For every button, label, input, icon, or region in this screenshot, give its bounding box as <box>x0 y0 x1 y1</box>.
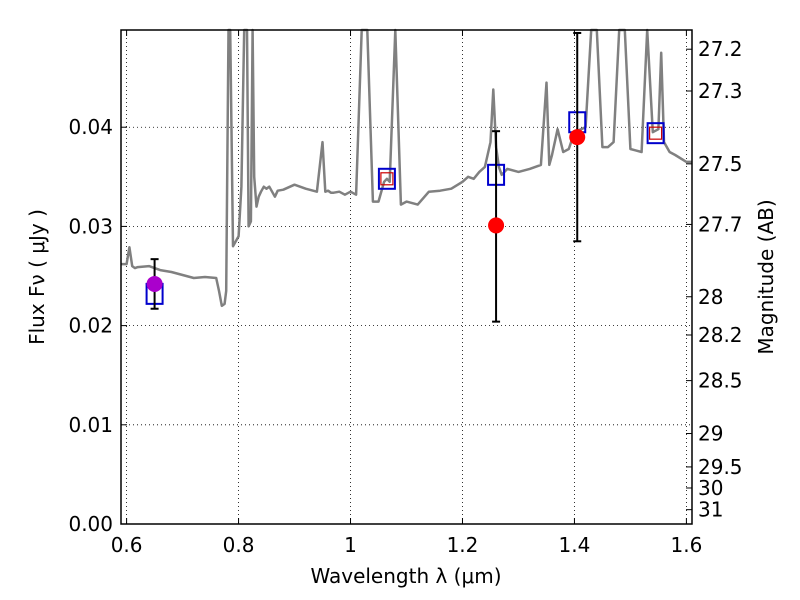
mag-tick-label: 27.2 <box>698 37 743 61</box>
observed-square-marker <box>649 126 663 140</box>
mag-tick-label: 28.2 <box>698 323 743 347</box>
observed-point <box>146 275 163 292</box>
model-square-marker <box>377 167 396 190</box>
x-axis-label: Wavelength λ (μm) <box>310 564 501 588</box>
y-axis-label: Flux Fν ( μJy ) <box>25 209 49 345</box>
x-tick-label: 1 <box>344 533 357 557</box>
x-tick-label: 1.4 <box>559 533 591 557</box>
x-axis: 0.6 0.8 1 1.2 1.4 1.6 <box>111 30 702 557</box>
observed-point <box>569 129 586 146</box>
x-tick-label: 1.6 <box>670 533 702 557</box>
plot-frame <box>120 29 693 525</box>
y-axis: 0.00 0.01 0.02 0.03 0.04 <box>68 115 127 536</box>
mag-tick-label: 28 <box>698 285 723 309</box>
model-spectrum <box>121 28 692 308</box>
y-tick-label: 0.01 <box>68 413 113 437</box>
x-tick-label: 0.6 <box>111 533 143 557</box>
observed-point <box>488 217 505 234</box>
y-tick-label: 0.03 <box>68 214 113 238</box>
mag-tick-label: 27.7 <box>698 212 743 236</box>
x-tick-label: 0.8 <box>223 533 255 557</box>
mag-tick-label: 29 <box>698 422 723 446</box>
mag-tick-label: 29.5 <box>698 455 743 479</box>
spectrum-line <box>121 28 692 308</box>
observed-square-marker <box>380 172 394 186</box>
mag-tick-label: 28.5 <box>698 369 743 393</box>
mag-tick-label: 27.5 <box>698 152 743 176</box>
mag-tick-label: 27.3 <box>698 79 743 103</box>
model-square-marker <box>646 122 665 145</box>
y-tick-label: 0.04 <box>68 115 113 139</box>
x-tick-label: 1.2 <box>447 533 479 557</box>
y-axis-right-label: Magnitude (AB) <box>754 199 778 354</box>
y-tick-label: 0.00 <box>68 512 113 536</box>
mag-tick-label: 30 <box>698 476 723 500</box>
data-points <box>145 31 665 323</box>
mag-tick-label: 31 <box>698 498 723 522</box>
y-tick-label: 0.02 <box>68 314 113 338</box>
